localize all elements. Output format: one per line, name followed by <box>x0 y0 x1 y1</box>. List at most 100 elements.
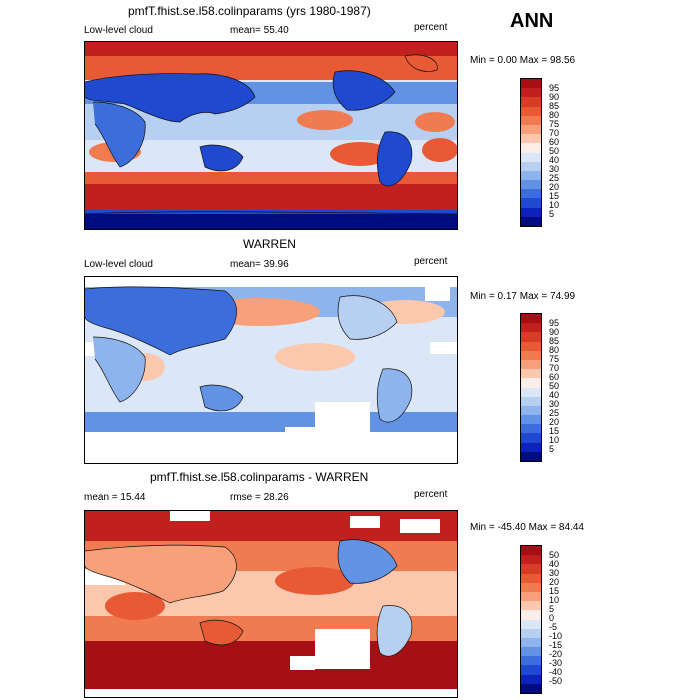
colorbar-label: 75 <box>549 354 560 364</box>
panel-2-units: percent <box>414 256 448 267</box>
colorbar-label: 80 <box>549 345 560 355</box>
colorbar-label: 20 <box>549 577 560 587</box>
colorbar-label: 15 <box>549 191 560 201</box>
colorbar-segment <box>521 415 541 425</box>
colorbar-segment <box>521 143 541 153</box>
colorbar-label: 10 <box>549 200 560 210</box>
colorbar-label: 10 <box>549 595 560 605</box>
colorbar-segment <box>521 637 541 648</box>
colorbar-label: 0 <box>549 613 555 623</box>
colorbar-segment <box>521 619 541 629</box>
panel-3-colorbar <box>520 545 542 694</box>
colorbar-label: 95 <box>549 318 560 328</box>
colorbar-label: 20 <box>549 182 560 192</box>
panel-3-title: pmfT.fhist.se.l58.colinparams - WARREN <box>150 470 369 484</box>
colorbar-label: 30 <box>549 164 560 174</box>
panel-2-minmax: Min = 0.17 Max = 74.99 <box>470 291 576 302</box>
colorbar-label: 90 <box>549 327 560 337</box>
colorbar-label: 20 <box>549 417 560 427</box>
colorbar-segment <box>521 134 541 144</box>
colorbar-segment <box>521 591 541 602</box>
colorbar-label: 5 <box>549 209 555 219</box>
colorbar-segment <box>521 97 541 107</box>
colorbar-label: 30 <box>549 399 560 409</box>
colorbar-label: 10 <box>549 435 560 445</box>
colorbar-label: -30 <box>549 658 563 668</box>
colorbar-label: 50 <box>549 146 560 156</box>
colorbar-label: -5 <box>549 622 558 632</box>
colorbar-segment <box>521 124 541 135</box>
panel-2-colorbar <box>520 313 542 462</box>
colorbar-segment <box>521 207 541 217</box>
panel-2-map <box>84 276 458 464</box>
colorbar-segment <box>521 573 541 583</box>
colorbar-segment <box>521 216 541 226</box>
colorbar-segment <box>521 387 541 397</box>
colorbar-segment <box>521 665 541 675</box>
colorbar-label: 60 <box>549 372 560 382</box>
colorbar-segment <box>521 88 541 98</box>
colorbar-segment <box>521 332 541 342</box>
colorbar-label: 75 <box>549 119 560 129</box>
colorbar-label: 95 <box>549 83 560 93</box>
colorbar-segment <box>521 350 541 360</box>
season-label: ANN <box>510 10 554 32</box>
panel-1-title: pmfT.fhist.se.l58.colinparams (yrs 1980-… <box>128 4 371 18</box>
colorbar-segment <box>521 161 541 171</box>
colorbar-segment <box>521 152 541 162</box>
colorbar-label: 85 <box>549 336 560 346</box>
colorbar-segment <box>521 405 541 416</box>
colorbar-segment <box>521 106 541 116</box>
colorbar-segment <box>521 564 541 574</box>
colorbar-segment <box>521 601 541 611</box>
panel-1-mean: mean= 55.40 <box>230 25 289 36</box>
panel-2-title: WARREN <box>243 237 296 251</box>
panel-2-variable: Low-level cloud <box>84 259 153 270</box>
colorbar-segment <box>521 198 541 208</box>
panel-3-units: percent <box>414 489 448 500</box>
colorbar-label: 80 <box>549 110 560 120</box>
colorbar-segment <box>521 170 541 181</box>
colorbar-label: 25 <box>549 408 560 418</box>
colorbar-segment <box>521 582 541 592</box>
colorbar-label: 85 <box>549 101 560 111</box>
colorbar-label: 70 <box>549 128 560 138</box>
colorbar-segment <box>521 546 541 556</box>
colorbar-segment <box>521 442 541 452</box>
colorbar-label: -40 <box>549 667 563 677</box>
colorbar-segment <box>521 378 541 388</box>
panel-1-colorbar <box>520 78 542 227</box>
colorbar-segment <box>521 674 541 684</box>
colorbar-segment <box>521 79 541 89</box>
colorbar-segment <box>521 323 541 333</box>
colorbar-segment <box>521 628 541 638</box>
colorbar-segment <box>521 341 541 351</box>
panel-3-map <box>84 510 458 698</box>
panel-1-variable: Low-level cloud <box>84 25 153 36</box>
colorbar-label: -20 <box>549 649 563 659</box>
panel-1-minmax: Min = 0.00 Max = 98.56 <box>470 55 576 66</box>
colorbar-segment <box>521 555 541 565</box>
colorbar-label: 50 <box>549 381 560 391</box>
colorbar-segment <box>521 610 541 620</box>
panel-1-map <box>84 41 458 230</box>
panel-3-rmse: rmse = 28.26 <box>230 492 289 503</box>
colorbar-label: 40 <box>549 155 560 165</box>
colorbar-label: 40 <box>549 390 560 400</box>
colorbar-label: 50 <box>549 550 560 560</box>
colorbar-label: 40 <box>549 559 560 569</box>
panel-3-mean: mean = 15.44 <box>84 492 146 503</box>
colorbar-segment <box>521 433 541 443</box>
colorbar-label: 5 <box>549 444 555 454</box>
colorbar-segment <box>521 359 541 370</box>
colorbar-segment <box>521 396 541 406</box>
panel-1-units: percent <box>414 22 448 33</box>
colorbar-label: 15 <box>549 586 560 596</box>
colorbar-segment <box>521 314 541 324</box>
panel-3-minmax: Min = -45.40 Max = 84.44 <box>470 522 584 533</box>
colorbar-segment <box>521 180 541 190</box>
colorbar-segment <box>521 369 541 379</box>
colorbar-segment <box>521 115 541 125</box>
colorbar-label: 25 <box>549 173 560 183</box>
colorbar-segment <box>521 189 541 199</box>
